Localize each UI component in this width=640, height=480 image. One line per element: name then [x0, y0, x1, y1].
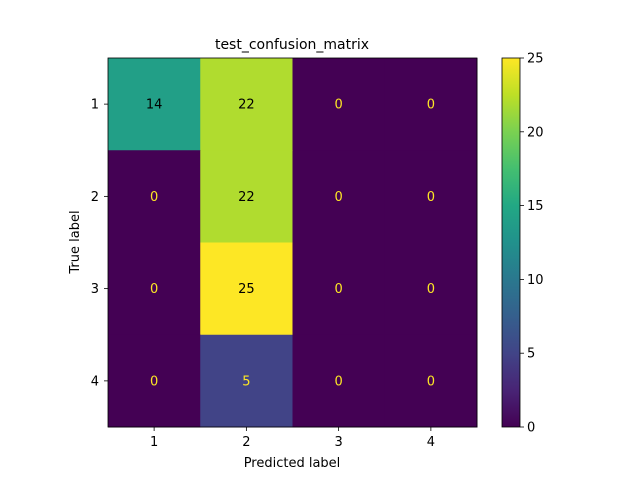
heatmap-cell-labels: 14 22 0 0 0 22 0 0 0 25 0 0 0 5 0 0 — [146, 98, 435, 390]
x-axis-ticks: 1 2 3 4 — [150, 427, 435, 450]
colorbar-tick-label: 10 — [527, 273, 544, 288]
cell-value-label: 0 — [427, 190, 435, 205]
cell-value-label: 0 — [427, 374, 435, 389]
y-axis-label: True label — [68, 210, 83, 274]
heatmap-cell — [108, 242, 201, 336]
heatmap-cell — [384, 150, 478, 243]
y-tick-label: 1 — [91, 98, 99, 113]
heatmap-cell — [108, 334, 201, 428]
cell-value-label: 14 — [146, 98, 163, 113]
plot-frame — [107, 57, 478, 428]
heatmap-cell — [200, 58, 293, 151]
y-axis-ticks: 1 2 3 4 — [91, 98, 108, 389]
heatmap-cells — [108, 58, 478, 428]
x-tick-label: 2 — [242, 435, 250, 450]
y-tick-label: 4 — [91, 374, 99, 389]
heatmap-cell — [200, 150, 293, 243]
heatmap-cell — [384, 242, 478, 336]
cell-value-label: 0 — [427, 282, 435, 297]
cell-value-label: 25 — [238, 282, 255, 297]
heatmap-cell — [292, 242, 386, 336]
cell-value-label: 0 — [334, 374, 342, 389]
colorbar-ticks: 0 5 10 15 20 25 — [520, 52, 544, 436]
heatmap-cell — [200, 242, 293, 336]
cell-value-label: 5 — [242, 374, 250, 389]
heatmap-cell — [292, 58, 386, 151]
cell-value-label: 0 — [150, 190, 158, 205]
cell-value-label: 0 — [150, 282, 158, 297]
cell-value-label: 0 — [334, 98, 342, 113]
cell-value-label: 0 — [334, 190, 342, 205]
x-tick-label: 4 — [427, 435, 435, 450]
colorbar-tick-label: 0 — [527, 421, 535, 436]
heatmap-cell — [384, 58, 478, 151]
heatmap-cell — [200, 334, 293, 428]
heatmap-cell — [108, 150, 201, 243]
colorbar-tick-label: 20 — [527, 125, 544, 140]
colorbar-tick-label: 5 — [527, 347, 535, 362]
colorbar-tick-label: 15 — [527, 199, 544, 214]
y-tick-label: 2 — [91, 190, 99, 205]
cell-value-label: 0 — [150, 374, 158, 389]
cell-value-label: 22 — [238, 98, 255, 113]
colorbar — [501, 57, 521, 428]
cell-value-label: 0 — [427, 98, 435, 113]
colorbar-tick-label: 25 — [527, 52, 544, 67]
x-tick-label: 1 — [150, 435, 158, 450]
heatmap-cell — [292, 334, 386, 428]
heatmap-cell — [292, 150, 386, 243]
heatmap-cell — [384, 334, 478, 428]
y-tick-label: 3 — [91, 282, 99, 297]
chart-title: test_confusion_matrix — [215, 37, 369, 53]
cell-value-label: 22 — [238, 190, 255, 205]
x-axis-label: Predicted label — [244, 456, 341, 471]
x-tick-label: 3 — [334, 435, 342, 450]
heatmap-cell — [108, 58, 201, 151]
cell-value-label: 0 — [334, 282, 342, 297]
